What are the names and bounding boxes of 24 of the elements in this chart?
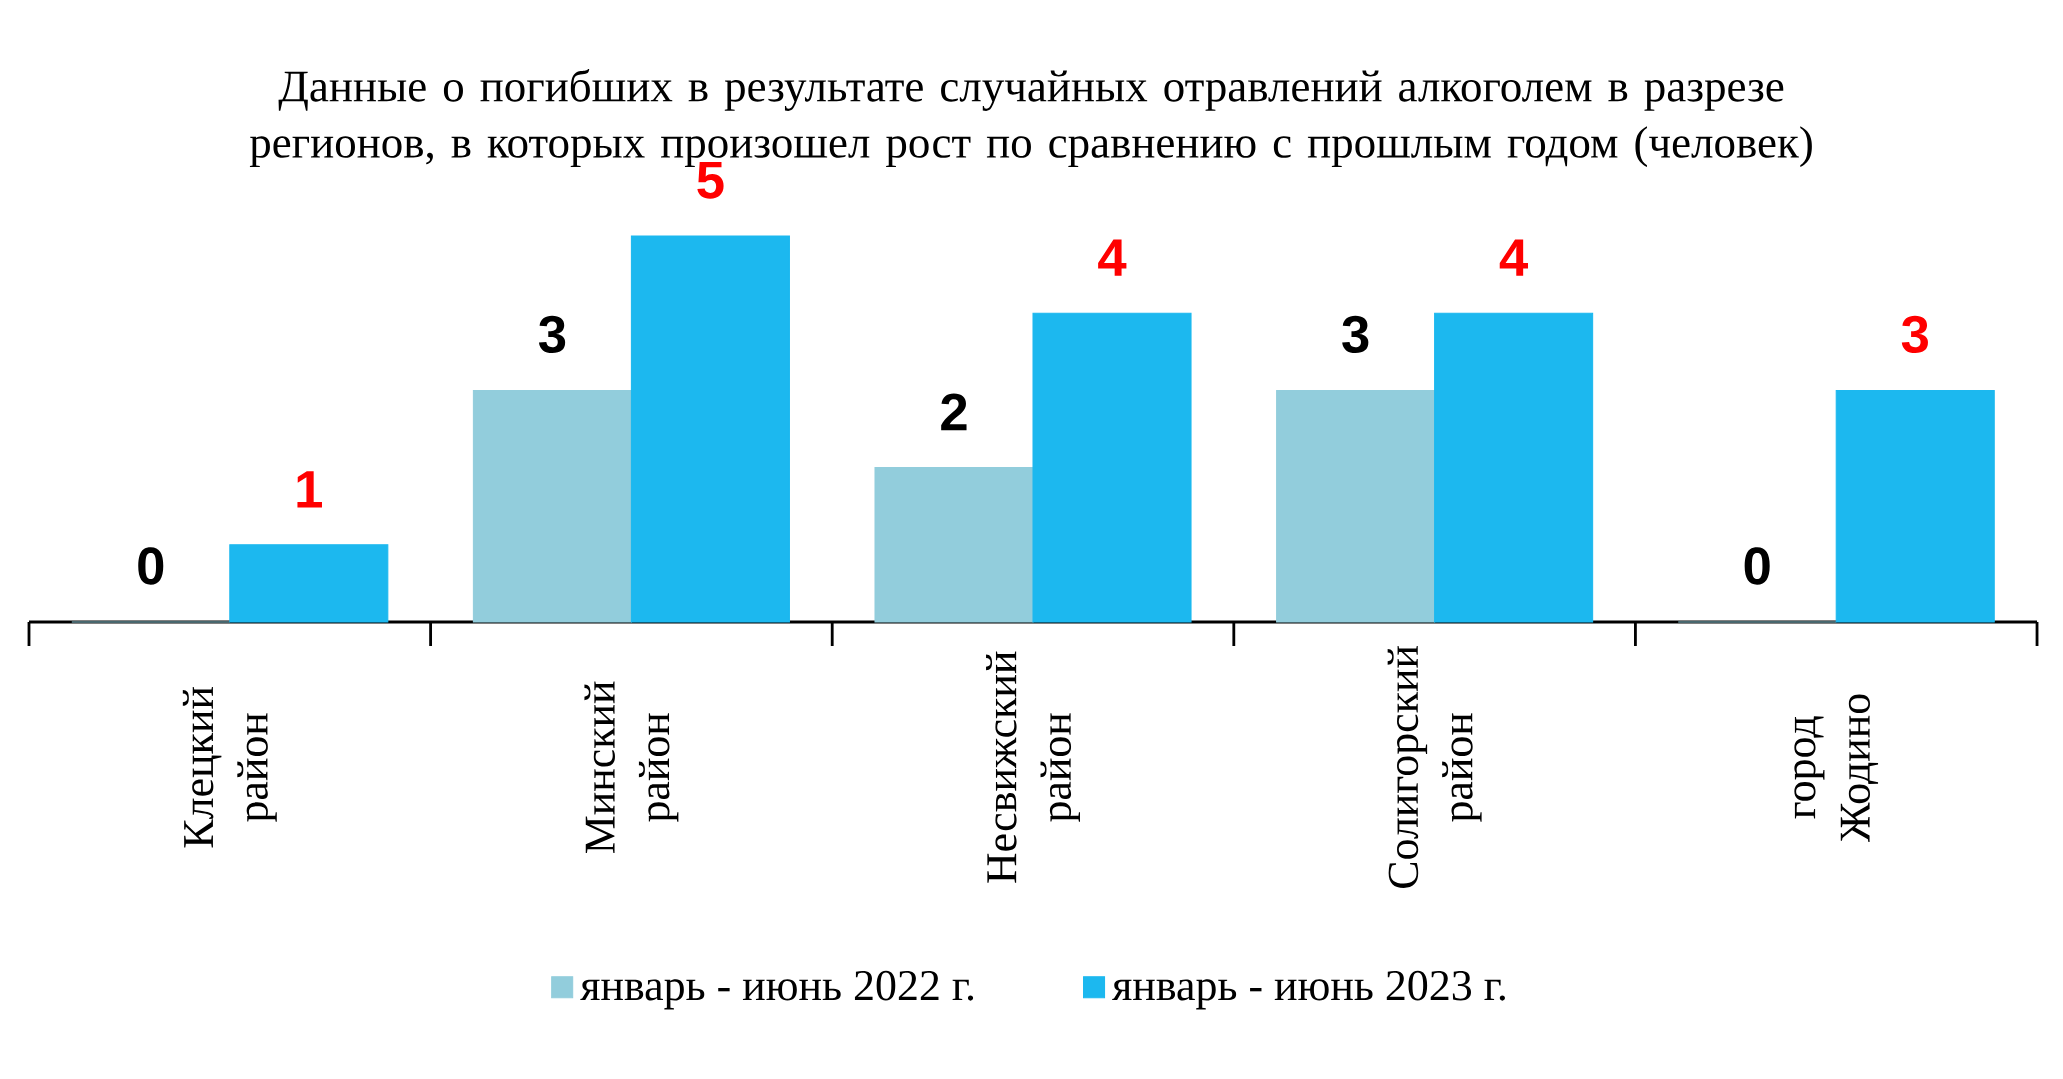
data-label: 0 bbox=[138, 547, 164, 585]
bar bbox=[1434, 312, 1594, 623]
x-tick-label: Минский район bbox=[584, 681, 679, 854]
legend-label: январь - июнь 2022 г. bbox=[580, 970, 974, 1010]
bar bbox=[874, 467, 1034, 623]
x-tick-label: Клецкий район bbox=[182, 687, 277, 848]
x-tick-label: город Жодино bbox=[1794, 694, 1879, 842]
data-label: 3 bbox=[1901, 315, 1928, 354]
bar bbox=[472, 389, 632, 623]
data-label: 1 bbox=[297, 471, 322, 508]
x-tick-label: Солигорский район bbox=[1387, 645, 1482, 888]
x-tick-label: Несвижский район bbox=[986, 651, 1080, 883]
bar bbox=[630, 235, 790, 623]
data-label: 0 bbox=[1744, 547, 1770, 585]
data-label: 4 bbox=[1499, 239, 1529, 276]
legend-label: январь - июнь 2023 г. bbox=[1112, 970, 1505, 1010]
data-label: 2 bbox=[941, 393, 967, 431]
data-label: 4 bbox=[1098, 239, 1127, 276]
data-label: 3 bbox=[1342, 315, 1369, 354]
data-label: 3 bbox=[538, 315, 566, 354]
bar bbox=[229, 544, 389, 623]
bar bbox=[1276, 389, 1436, 623]
bar bbox=[1835, 389, 1995, 623]
bar bbox=[1032, 312, 1192, 623]
